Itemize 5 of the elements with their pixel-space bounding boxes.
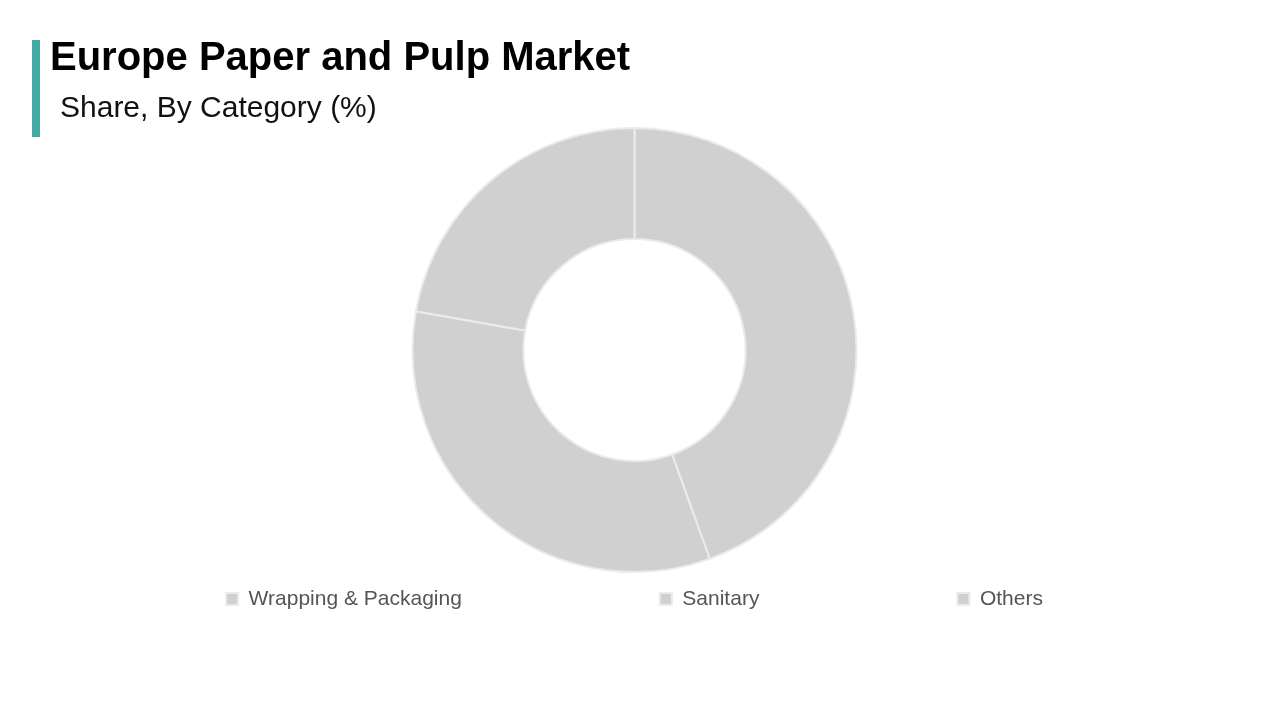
legend-label: Sanitary [682,585,760,609]
chart-title: Europe Paper and Pulp Market [50,34,631,78]
legend-label: Others [979,585,1043,609]
legend-label: Wrapping & Packaging [248,585,462,609]
chart-subtitle: Share, By Category (%) [60,90,377,123]
